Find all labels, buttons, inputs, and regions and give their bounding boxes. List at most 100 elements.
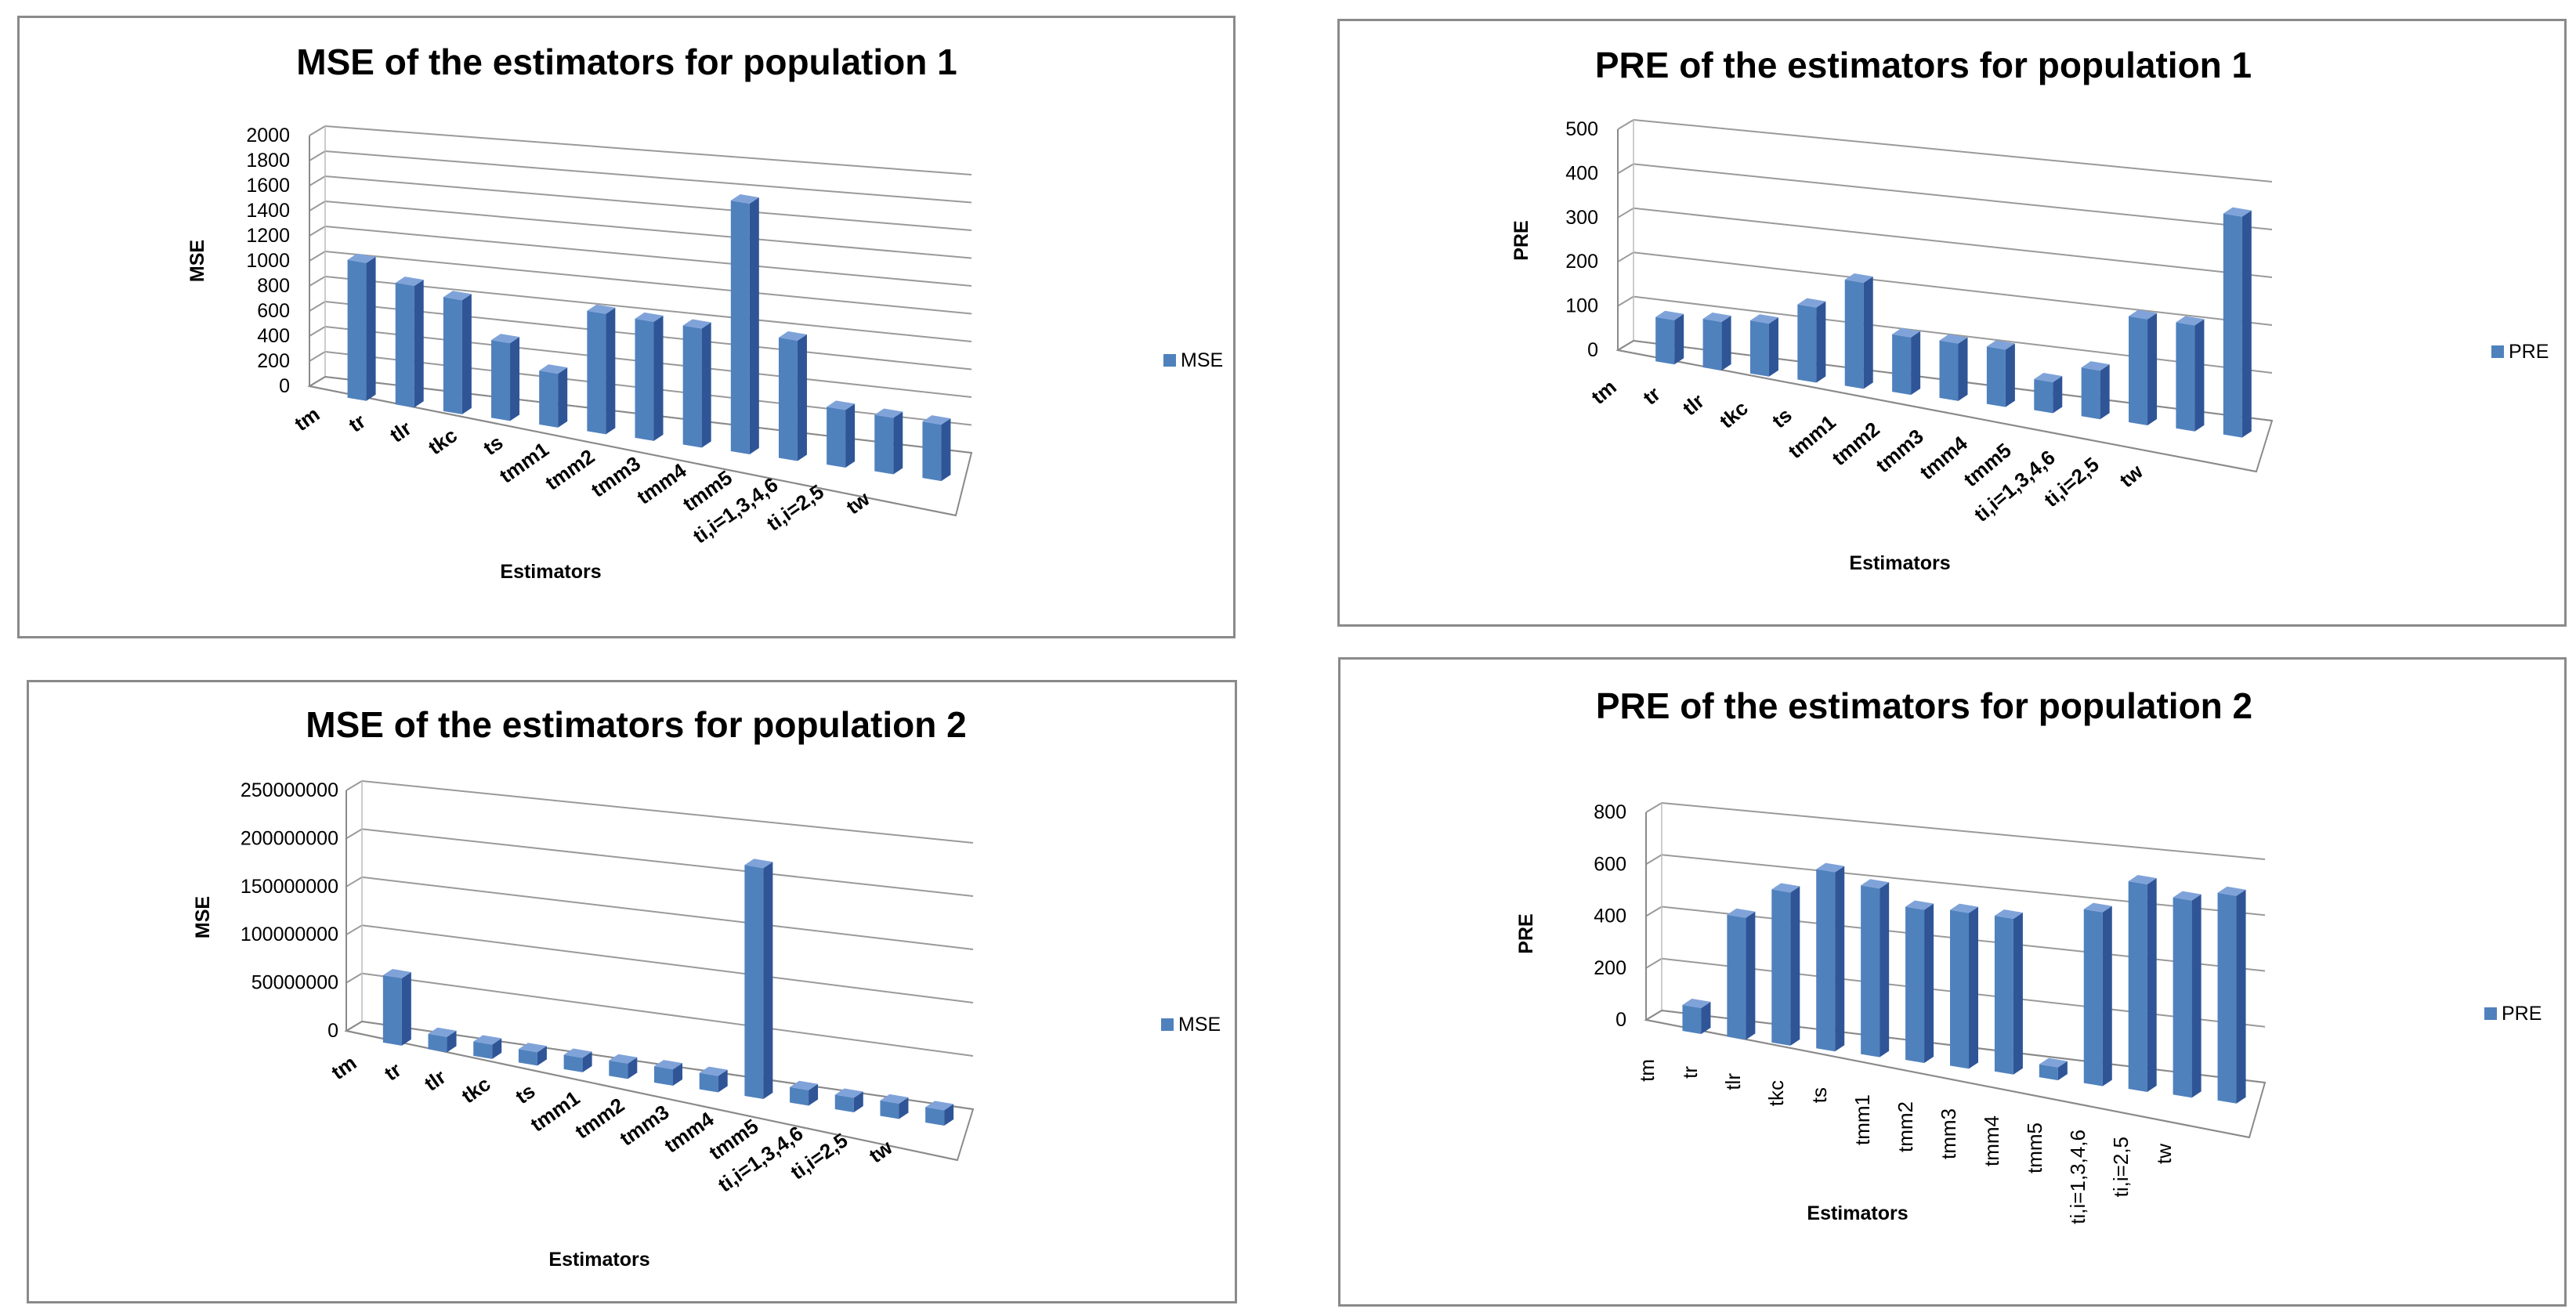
bar-side [366, 256, 376, 401]
bar-front [2039, 1064, 2058, 1081]
bar-side [2236, 889, 2246, 1104]
legend-label: PRE [2502, 1003, 2542, 1025]
bar [609, 1054, 638, 1079]
bar-top [654, 1060, 682, 1070]
x-tick-label: tr [380, 1058, 406, 1085]
bar-top [922, 415, 951, 425]
bar-top [635, 312, 664, 322]
bar-top [609, 1054, 638, 1064]
bar-top [1702, 312, 1731, 322]
bar-top [2034, 372, 2063, 382]
gridline [361, 876, 974, 950]
bar-top [778, 331, 807, 341]
bar-top [1861, 879, 1890, 889]
gridline [1633, 207, 2273, 278]
bar-side [606, 307, 616, 435]
bar-side [2191, 894, 2202, 1098]
bar [1950, 903, 1978, 1069]
bar-front [563, 1054, 583, 1072]
bar-top [1892, 327, 1921, 338]
bar [1816, 862, 1845, 1052]
bar-front [491, 340, 511, 421]
y-tick-label: 1600 [246, 175, 290, 197]
bar-front [834, 1094, 854, 1112]
bar-top [491, 334, 520, 344]
bar [1892, 327, 1921, 396]
gridline-side [1645, 957, 1662, 969]
bar-side [582, 1051, 592, 1072]
bar [880, 1094, 909, 1119]
bar [730, 193, 759, 454]
chart-title: MSE of the estimators for population 1 [296, 42, 957, 82]
bar-side [461, 294, 472, 414]
bar [827, 400, 856, 468]
bar-front [1905, 906, 1925, 1063]
bar-top [1994, 909, 2023, 920]
bar-top [2039, 1058, 2068, 1068]
gridline [324, 226, 972, 287]
bar-front [539, 371, 559, 428]
y-tick-label: 200000000 [241, 827, 338, 849]
bar-front [428, 1033, 447, 1053]
gridline [361, 972, 974, 1057]
bar-front [2217, 892, 2237, 1104]
gridline-side [1617, 119, 1634, 130]
y-tick-label: 1000 [246, 250, 290, 272]
bar-side [749, 197, 759, 454]
x-axis-label: Estimators [548, 1249, 649, 1271]
bar-top [2217, 886, 2246, 896]
x-tick-label: tmm1 [1851, 1094, 1874, 1145]
bar-front [1749, 320, 1769, 377]
x-tick-label: tr [1638, 382, 1665, 410]
bar [473, 1035, 502, 1059]
bar-top [730, 193, 759, 204]
legend-label: PRE [2509, 341, 2549, 363]
gridline [1633, 163, 2273, 230]
chart-pre-pop2: PRE of the estimators for population 2 0 2… [1515, 685, 2542, 1224]
y-tick-label: 1800 [246, 150, 290, 172]
bar [1749, 314, 1778, 377]
y-tick-label: 150000000 [241, 876, 338, 898]
gridline-side [1645, 802, 1662, 813]
bar-series [382, 859, 954, 1126]
bar [2176, 316, 2205, 432]
bar-side [941, 418, 951, 482]
x-axis-line [309, 385, 957, 516]
bar-side [1911, 331, 1921, 396]
bar-front [654, 1066, 673, 1086]
bar-front [635, 318, 654, 441]
x-tick-label: tm [327, 1050, 360, 1084]
y-tick-label: 600 [257, 300, 290, 322]
bar-side [2102, 906, 2112, 1086]
y-tick-label: 100 [1565, 295, 1598, 317]
y-tick-label: 1200 [246, 225, 290, 247]
gridline-side [1617, 163, 1634, 175]
gridline-side [309, 351, 326, 362]
bar-top [518, 1043, 547, 1053]
bar [744, 859, 773, 1099]
bar-front [2176, 322, 2195, 432]
legend-swatch [1163, 354, 1176, 367]
bar [587, 304, 616, 435]
y-tick-label: 200 [257, 350, 290, 372]
y-tick-label: 400 [1565, 162, 1598, 184]
bar-side [893, 411, 903, 475]
bar-front [2083, 909, 2103, 1086]
bar [1844, 273, 1873, 389]
bar [2083, 902, 2112, 1086]
bar-front [1655, 316, 1675, 365]
bar-front [395, 283, 414, 408]
bar-top [874, 408, 903, 418]
y-tick-label: 250000000 [241, 779, 338, 801]
x-tick-label: ti,i=2,5 [2109, 1137, 2133, 1197]
x-tick-label: tkc [1715, 396, 1753, 433]
bar-side [1746, 911, 1756, 1040]
bar-side [1790, 886, 1800, 1046]
bar-front [1682, 1004, 1702, 1035]
bar-side [2147, 313, 2158, 426]
bar-top [682, 319, 711, 329]
x-axis-label: Estimators [500, 561, 601, 583]
bar [443, 291, 472, 414]
y-tick-label: 200 [1565, 251, 1598, 273]
bar-front [778, 337, 798, 461]
